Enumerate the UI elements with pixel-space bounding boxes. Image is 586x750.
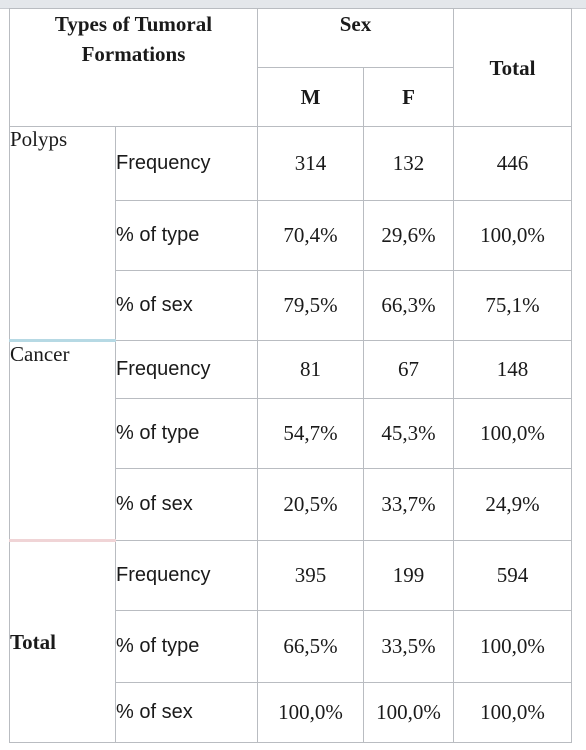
cell-total: 100,0% bbox=[453, 200, 572, 271]
measure-label: % of type bbox=[115, 398, 258, 469]
cell-f: 100,0% bbox=[363, 682, 454, 743]
cell-total: 148 bbox=[453, 340, 572, 399]
measure-label: Frequency bbox=[115, 126, 258, 201]
group-label-polyps: Polyps bbox=[9, 126, 116, 342]
cell-m: 54,7% bbox=[257, 398, 364, 469]
table-row: % of sex 100,0% 100,0% 100,0% bbox=[10, 682, 572, 743]
cell-total: 75,1% bbox=[453, 270, 572, 341]
sex-header: Sex bbox=[257, 8, 454, 68]
female-header: F bbox=[363, 67, 454, 127]
table-row: Cancer Frequency 81 67 148 bbox=[9, 340, 572, 542]
table-row: % of type 66,5% 33,5% 100,0% bbox=[10, 610, 572, 683]
group-label-cancer: Cancer bbox=[9, 340, 116, 542]
cell-m: 314 bbox=[257, 126, 364, 201]
cell-f: 132 bbox=[363, 126, 454, 201]
table-row: % of sex 79,5% 66,3% 75,1% bbox=[10, 270, 572, 341]
cell-f: 66,3% bbox=[363, 270, 454, 341]
cell-total: 594 bbox=[453, 540, 572, 611]
cell-m: 20,5% bbox=[257, 468, 364, 541]
measure-label: % of type bbox=[115, 200, 258, 271]
cell-m: 66,5% bbox=[257, 610, 364, 683]
table-row: % of type 70,4% 29,6% 100,0% bbox=[10, 200, 572, 271]
cell-total: 100,0% bbox=[453, 398, 572, 469]
measure-label: Frequency bbox=[115, 540, 258, 611]
cell-total: 100,0% bbox=[453, 682, 572, 743]
measure-label: % of sex bbox=[115, 468, 258, 541]
header-row-top: Types of Tumoral Formations Sex Total bbox=[9, 8, 572, 127]
cell-f: 45,3% bbox=[363, 398, 454, 469]
cell-m: 79,5% bbox=[257, 270, 364, 341]
cell-m: 395 bbox=[257, 540, 364, 611]
cell-f: 33,7% bbox=[363, 468, 454, 541]
cell-m: 100,0% bbox=[257, 682, 364, 743]
crosstab-table: Types of Tumoral Formations Sex Total M … bbox=[9, 8, 572, 743]
cell-total: 446 bbox=[453, 126, 572, 201]
types-header: Types of Tumoral Formations bbox=[9, 8, 258, 127]
measure-label: % of sex bbox=[115, 270, 258, 341]
male-header: M bbox=[257, 67, 364, 127]
total-header: Total bbox=[453, 8, 572, 127]
cell-m: 70,4% bbox=[257, 200, 364, 271]
header-row-sub: M F bbox=[10, 67, 572, 127]
cell-f: 29,6% bbox=[363, 200, 454, 271]
cell-f: 67 bbox=[363, 340, 454, 399]
table-row: % of type 54,7% 45,3% 100,0% bbox=[10, 398, 572, 469]
cell-f: 199 bbox=[363, 540, 454, 611]
measure-label: Frequency bbox=[115, 340, 258, 399]
table-row: Total Frequency 395 199 594 bbox=[9, 540, 572, 743]
group-label-total: Total bbox=[9, 540, 116, 743]
table-row: Polyps Frequency 314 132 446 bbox=[9, 126, 572, 342]
cell-f: 33,5% bbox=[363, 610, 454, 683]
cell-total: 100,0% bbox=[453, 610, 572, 683]
cell-total: 24,9% bbox=[453, 468, 572, 541]
measure-label: % of sex bbox=[115, 682, 258, 743]
table-row: % of sex 20,5% 33,7% 24,9% bbox=[10, 468, 572, 541]
cell-m: 81 bbox=[257, 340, 364, 399]
measure-label: % of type bbox=[115, 610, 258, 683]
